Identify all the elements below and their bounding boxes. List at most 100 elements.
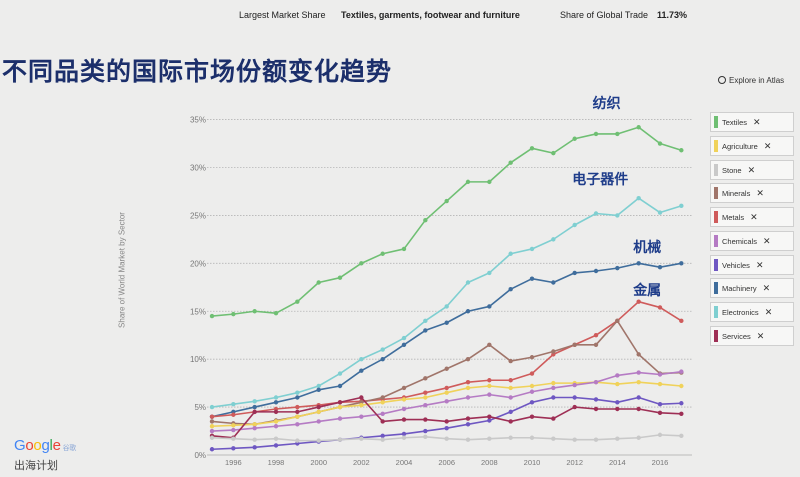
legend-item-stone[interactable]: Stone ✕ <box>710 159 794 180</box>
data-point <box>636 352 641 357</box>
data-point <box>209 414 215 419</box>
data-point <box>444 390 449 395</box>
close-icon[interactable]: ✕ <box>763 235 771 246</box>
data-point <box>252 425 257 431</box>
annotation-label: 电子器件 <box>572 171 628 188</box>
series-line-services <box>211 396 682 439</box>
data-point <box>636 395 641 400</box>
data-point <box>401 397 407 402</box>
data-point <box>679 383 684 389</box>
legend-item-services[interactable]: Services ✕ <box>710 325 794 346</box>
x-tick-label: 2010 <box>524 458 541 467</box>
data-point <box>657 305 663 310</box>
data-point <box>657 432 663 438</box>
data-point <box>657 381 663 387</box>
x-tick-label: 2004 <box>396 458 413 467</box>
legend-item-machinery[interactable]: Machinery ✕ <box>710 278 794 299</box>
data-point <box>316 280 321 285</box>
close-icon[interactable]: ✕ <box>756 330 765 341</box>
legend-item-agriculture[interactable]: Agriculture ✕ <box>710 135 794 156</box>
legend-swatch <box>714 329 718 342</box>
data-point <box>209 435 215 440</box>
google-logo-text: Google <box>14 437 61 454</box>
data-point <box>380 400 385 405</box>
legend-item-textiles[interactable]: Textiles ✕ <box>710 112 794 132</box>
data-point <box>508 160 513 165</box>
data-point <box>295 404 300 410</box>
legend-item-minerals[interactable]: Minerals ✕ <box>710 183 794 204</box>
data-point <box>508 378 513 383</box>
data-point <box>487 383 492 389</box>
data-point <box>273 395 279 400</box>
share-of-global-trade-value: 11.73% <box>657 10 688 20</box>
x-tick-label: 2002 <box>353 458 370 467</box>
data-point <box>423 376 428 381</box>
data-point <box>529 146 535 151</box>
data-point <box>487 418 492 423</box>
close-icon[interactable]: ✕ <box>747 164 756 175</box>
data-point <box>423 218 428 223</box>
data-point <box>615 131 620 137</box>
data-point <box>380 251 385 256</box>
legend-item-vehicles[interactable]: Vehicles ✕ <box>710 254 794 275</box>
data-point <box>593 211 599 216</box>
search-icon <box>718 76 726 84</box>
legend-item-electronics[interactable]: Electronics ✕ <box>710 302 794 322</box>
data-point <box>679 148 684 153</box>
close-icon[interactable]: ✕ <box>755 259 764 270</box>
data-point <box>252 445 257 450</box>
close-icon[interactable]: ✕ <box>763 140 772 151</box>
explore-in-atlas-link[interactable]: Explore in Atlas <box>718 76 784 85</box>
close-icon[interactable]: ✕ <box>756 188 764 199</box>
close-icon[interactable]: ✕ <box>764 307 773 317</box>
data-point <box>508 358 513 364</box>
data-point <box>295 299 300 304</box>
data-point <box>465 379 471 385</box>
google-logo-letter: l <box>49 437 53 454</box>
data-point <box>572 342 577 347</box>
data-point <box>615 213 620 218</box>
data-point <box>529 355 535 360</box>
data-point <box>380 395 385 400</box>
data-point <box>231 412 236 417</box>
series-lines <box>209 125 684 452</box>
legend-swatch <box>714 187 718 200</box>
data-point <box>209 404 215 410</box>
close-icon[interactable]: ✕ <box>762 283 771 294</box>
data-point <box>572 382 577 388</box>
data-point <box>316 404 321 410</box>
data-point <box>337 371 343 376</box>
data-point <box>401 431 407 437</box>
data-point <box>444 304 449 309</box>
legend-swatch <box>714 139 718 152</box>
y-tick-label: 5% <box>194 403 206 412</box>
data-point <box>209 447 215 452</box>
x-tick-label: 2012 <box>566 458 583 467</box>
data-point <box>529 383 535 389</box>
data-point <box>551 150 556 156</box>
y-tick-label: 10% <box>190 355 206 364</box>
data-point <box>508 385 513 391</box>
data-point <box>657 410 663 416</box>
data-point <box>252 437 257 442</box>
close-icon[interactable]: ✕ <box>753 117 761 127</box>
legend-item-chemicals[interactable]: Chemicals ✕ <box>710 230 794 251</box>
data-point <box>380 347 385 352</box>
data-point <box>465 385 471 391</box>
y-tick-label: 0% <box>194 451 206 460</box>
data-point <box>572 136 577 141</box>
data-point <box>231 446 236 451</box>
page-title: 不同品类的国际市场份额变化趋势 <box>2 57 393 86</box>
data-point <box>551 349 556 354</box>
legend-item-metals[interactable]: Metals ✕ <box>710 207 794 227</box>
data-point <box>380 411 385 416</box>
y-tick-label: 20% <box>190 259 206 268</box>
data-point <box>636 370 641 375</box>
data-point <box>679 318 684 324</box>
data-point <box>316 383 321 389</box>
legend-label: Agriculture <box>722 141 758 151</box>
data-point <box>359 368 364 373</box>
close-icon[interactable]: ✕ <box>750 212 758 222</box>
